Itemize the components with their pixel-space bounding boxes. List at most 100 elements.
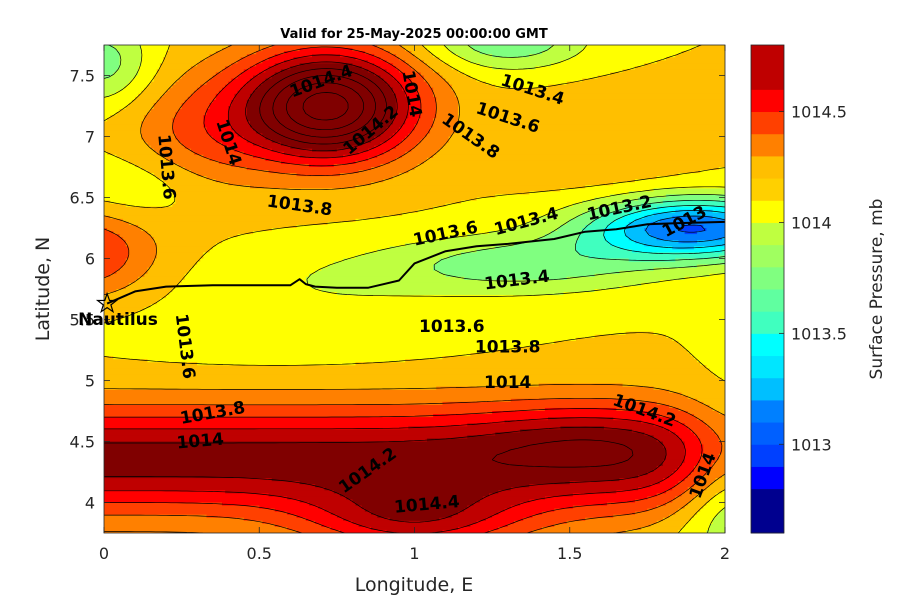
pressure-cell (572, 505, 658, 510)
pressure-cell (147, 142, 183, 147)
pressure-cell (557, 228, 583, 232)
pressure-cell (718, 453, 725, 458)
pressure-cell (144, 139, 180, 144)
pressure-cell (448, 81, 487, 86)
pressure-cell (408, 170, 701, 174)
pressure-cell (104, 289, 118, 293)
y-tick-label: 5 (85, 372, 95, 391)
pressure-cell (585, 224, 608, 229)
pressure-cell (104, 66, 121, 70)
pressure-cell (253, 142, 282, 147)
pressure-cell (662, 426, 689, 430)
pressure-cell (709, 499, 725, 504)
pressure-cell (147, 231, 254, 235)
pressure-cell (690, 48, 725, 52)
pressure-cell (408, 115, 422, 119)
pressure-cell (172, 84, 201, 89)
pressure-cell (690, 429, 714, 433)
pressure-cell (492, 514, 534, 519)
pressure-cell (718, 456, 725, 461)
pressure-cell (666, 453, 686, 458)
pressure-cell (104, 188, 173, 192)
pressure-cell (433, 264, 698, 269)
pressure-cell (697, 264, 725, 269)
pressure-cell (371, 182, 614, 186)
pressure-cell (386, 127, 400, 131)
pressure-cell (464, 508, 506, 513)
pressure-cell (274, 523, 322, 528)
pressure-cell (221, 142, 254, 147)
pressure-cell (398, 173, 680, 177)
pressure-cell (675, 258, 725, 263)
pressure-cell (408, 109, 422, 113)
pressure-cell (560, 224, 586, 229)
pressure-cell (461, 200, 583, 205)
pressure-cell (451, 66, 493, 70)
pressure-cell (104, 401, 444, 406)
contour-label: 1014 (484, 373, 531, 393)
pressure-cell (131, 99, 158, 104)
pressure-cell (684, 444, 704, 449)
pressure-cell (641, 526, 683, 531)
pressure-cell (656, 237, 723, 241)
pressure-cell (305, 279, 661, 284)
pressure-cell (436, 386, 655, 391)
pressure-cell (104, 307, 145, 311)
pressure-cell (312, 54, 341, 58)
pressure-cell (166, 157, 211, 162)
pressure-cell (411, 148, 440, 153)
pressure-cell (656, 505, 686, 510)
contour-line (104, 45, 725, 533)
pressure-cell (395, 96, 409, 101)
pressure-cell (495, 246, 577, 250)
pressure-cell (411, 78, 425, 83)
pressure-cell (178, 163, 232, 168)
pressure-cell (616, 218, 636, 223)
pressure-cell (246, 54, 276, 58)
pressure-cell (228, 112, 248, 116)
pressure-cell (268, 66, 291, 70)
pressure-cell (693, 484, 711, 488)
pressure-cell (271, 75, 381, 80)
pressure-cell (656, 401, 704, 406)
pressure-cell (693, 432, 717, 436)
pressure-cell (104, 243, 127, 247)
pressure-cell (287, 496, 347, 501)
pressure-cell (417, 93, 434, 98)
pressure-cell (628, 221, 652, 226)
pressure-cell (231, 163, 310, 168)
pressure-cell (104, 206, 434, 211)
pressure-cell (125, 243, 158, 247)
pressure-cell (116, 90, 142, 95)
pressure-cell (457, 109, 725, 113)
pressure-cell (678, 420, 704, 424)
pressure-cell (284, 151, 360, 156)
pressure-cell (135, 163, 180, 168)
x-axis-label: Longitude, E (355, 574, 474, 596)
pressure-cell (253, 75, 273, 80)
pressure-cell (116, 48, 142, 52)
pressure-cell (433, 154, 725, 159)
pressure-cell (417, 90, 434, 95)
pressure-cell (215, 93, 236, 98)
pressure-cell (228, 182, 372, 186)
pressure-cell (420, 109, 437, 113)
pressure-cell (262, 133, 381, 138)
pressure-cell (104, 371, 714, 375)
pressure-cell (228, 81, 248, 86)
pressure-cell (436, 115, 459, 119)
pressure-cell (489, 529, 534, 533)
pressure-cell (684, 459, 701, 464)
pressure-cell (364, 252, 462, 257)
pressure-cell (392, 63, 409, 67)
pressure-cell (215, 243, 406, 247)
pressure-cell (405, 359, 698, 363)
pressure-cell (256, 87, 394, 92)
colorbar: 1013 1013.5 1014 1014.5 (750, 44, 847, 534)
pressure-cell (104, 102, 130, 107)
pressure-cell (504, 228, 558, 232)
pressure-cell (343, 154, 378, 159)
pressure-cell (166, 295, 725, 299)
pressure-cell (138, 310, 725, 314)
pressure-cell (457, 102, 725, 107)
